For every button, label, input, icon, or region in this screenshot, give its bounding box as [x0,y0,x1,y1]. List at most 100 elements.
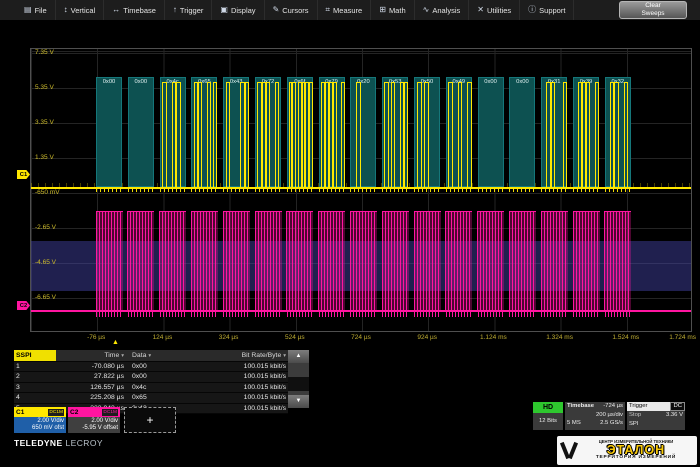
menu-item-label: Math [389,6,406,15]
support-icon: ⓘ [528,6,536,14]
sort-caret-icon[interactable]: ▾ [283,353,286,359]
c2-clock-feedthrough [382,312,408,317]
scrollbar-thumb[interactable] [288,377,309,391]
decode-table-row[interactable]: 4225.208 µs0x65100.015 kbit/s [14,393,288,403]
c2-clock-burst [159,211,186,312]
c1-voltage-label: 1.35 V [35,154,54,161]
bit-segment [500,82,503,188]
c1-trace-marker[interactable]: C1 [17,170,30,179]
column-header-label: Bit Rate/Byte [242,352,282,359]
decode-table-header: SSPITime▾Data▾Bit Rate/Byte▾ [14,350,288,362]
time-axis-label: 924 µs [417,334,437,341]
c1-settings: 2.00 V/div 650 mV ofst [14,417,66,433]
waveform-grid[interactable]: 7.35 V5.35 V3.35 V1.35 V-650 mV-2.65 V-4… [30,48,692,332]
c2-clock-feedthrough [605,312,631,317]
c2-trace-marker[interactable]: C2 [17,301,30,310]
time-axis-label: 724 µs [351,334,371,341]
c2-clock-burst [255,211,282,312]
menu-item-label: Cursors [282,6,308,15]
decode-table-row[interactable]: 3126.557 µs0x4c100.015 kbit/s [14,383,288,393]
bit-segment [467,82,472,188]
decode-result-table[interactable]: SSPITime▾Data▾Bit Rate/Byte▾1-70.080 µs0… [14,350,288,408]
menu-item-support[interactable]: ⓘSupport [520,0,574,20]
time-axis: -76 µs124 µs324 µs524 µs724 µs924 µs1.12… [30,334,692,346]
c2-voltage-label: -4.65 V [35,259,56,266]
time-axis-label: 1.724 ms [669,334,696,341]
channel-descriptor-c2[interactable]: C2 DC1M 2.00 V/div -5.95 V offset [68,407,120,433]
bit-segment [563,82,568,188]
menu-item-label: Support [539,6,565,15]
bit-segment [404,82,408,188]
menu-item-timebase[interactable]: ↔Timebase [104,0,165,20]
c2-clock-burst [414,211,441,312]
table-scrollbar[interactable]: ▲ ▼ [288,350,309,408]
bitrate-cell: 100.015 kbit/s [228,404,288,413]
c2-clock-feedthrough [573,312,599,317]
c2-clock-feedthrough [255,312,281,317]
c1-clock-feedthrough [573,188,599,192]
decode-table-row[interactable]: 1-70.080 µs0x00100.015 kbit/s [14,362,288,372]
bottom-bar: TELEDYNELECROY ЦЕНТР ИЗМЕРИТЕЛЬНОЙ ТЕХНИ… [0,434,700,467]
menu-item-analysis[interactable]: ∿Analysis [415,0,470,20]
add-trace-button[interactable]: + [124,407,176,433]
bitrate-cell: 100.015 kbit/s [228,362,288,371]
sort-caret-icon[interactable]: ▾ [121,353,124,359]
file-icon: ▤ [24,6,32,14]
time-axis-label: 324 µs [219,334,239,341]
row-index: 1 [14,362,56,371]
clear-sweeps-button[interactable]: ClearSweeps [619,1,687,19]
bitrate-cell: 100.015 kbit/s [228,383,288,392]
c1-data-burst [223,82,249,188]
time-cell: 126.557 µs [56,383,128,392]
menu-item-cursors[interactable]: ✎Cursors [265,0,318,20]
hd-badge: HD [533,402,563,413]
c2-clock-burst [223,211,250,312]
menu-item-vertical[interactable]: ↕Vertical [56,0,105,20]
decode-table-row[interactable]: 227.822 µs0x00100.015 kbit/s [14,372,288,382]
bitrate-cell: 100.015 kbit/s [228,372,288,381]
menu-item-utilities[interactable]: ✕Utilities [469,0,520,20]
c1-data-burst [350,82,376,188]
data-cell: 0x00 [128,362,228,371]
clear-sweeps-label-line2: Sweeps [641,10,664,17]
menu-item-trigger[interactable]: ↑Trigger [165,0,212,20]
c1-voltage-label: 5.35 V [35,84,54,91]
row-index: 4 [14,393,56,402]
time-cell: -70.080 µs [56,362,128,371]
column-header-time[interactable]: Time▾ [56,350,128,361]
column-header-bit-rate-byte[interactable]: Bit Rate/Byte▾ [228,350,288,361]
menu-item-label: Utilities [487,6,511,15]
sort-caret-icon[interactable]: ▾ [148,353,151,359]
menu-item-label: Measure [333,6,362,15]
menu-bar: ▤File↕Vertical↔Timebase↑Trigger▣Display✎… [0,0,700,21]
menu-item-file[interactable]: ▤File [16,0,56,20]
bit-segment [595,82,599,188]
c1-clock-feedthrough [414,188,440,192]
column-header-label: Data [132,352,146,359]
bit-segment [151,82,154,188]
menu-item-measure[interactable]: ⌗Measure [318,0,372,20]
menu-item-label: Analysis [432,6,460,15]
bit-segment [183,82,186,188]
trigger-box[interactable]: Trigger DC Stop3.36 V SPI [627,402,685,430]
acquisition-box[interactable]: HD 12 Bits [533,402,563,430]
time-cell: 225.208 µs [56,393,128,402]
menu-item-math[interactable]: ⊞Math [371,0,414,20]
c2-label: C2 [70,409,78,416]
c1-clock-feedthrough [509,188,535,192]
bit-segment [628,82,631,188]
protocol-name-cell[interactable]: SSPI [14,350,56,361]
scroll-up-button[interactable]: ▲ [288,350,309,363]
column-header-data[interactable]: Data▾ [128,350,228,361]
c2-clock-feedthrough [191,312,217,317]
scroll-down-button[interactable]: ▼ [288,395,309,408]
plus-icon: + [146,413,153,427]
time-axis-label: 1.124 ms [480,334,507,341]
c1-data-burst [446,82,472,188]
menu-item-display[interactable]: ▣Display [212,0,264,20]
timebase-label: Timebase [567,402,594,411]
c2-voltage-label: -6.65 V [35,294,56,301]
channel-descriptor-c1[interactable]: C1 DC1M 2.00 V/div 650 mV ofst [14,407,66,433]
timebase-box[interactable]: Timebase-724 µs 200 µs/div 5 MS2.5 GS/s [565,402,625,430]
column-header-label: Time [104,352,119,359]
